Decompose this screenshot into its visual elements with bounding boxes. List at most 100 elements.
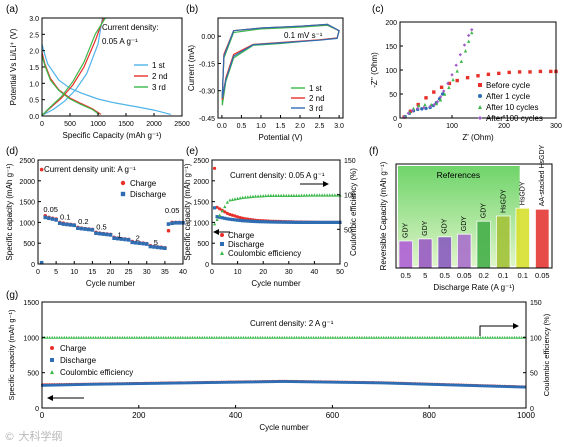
y-tick-label: 1.0 <box>29 81 39 88</box>
data-point <box>261 220 265 224</box>
x-tick-label: 2500 <box>174 121 190 128</box>
data-point <box>372 381 376 385</box>
data-point <box>62 335 66 339</box>
annotation: Current density unit: A g⁻¹ <box>44 165 136 174</box>
data-point <box>203 381 207 385</box>
data-point <box>507 70 511 75</box>
data-point <box>420 107 424 111</box>
data-point <box>326 335 330 339</box>
data-point <box>323 193 327 197</box>
data-point <box>70 383 73 387</box>
data-point <box>438 95 443 99</box>
series-line-3 rd <box>41 55 100 115</box>
data-point <box>450 335 453 339</box>
data-point <box>212 206 217 210</box>
data-point <box>384 381 388 385</box>
x-tick-label: 0 <box>398 123 402 130</box>
data-point <box>358 381 361 385</box>
data-point <box>430 335 434 339</box>
data-point <box>300 380 303 384</box>
x-tick-label: 1000 <box>517 411 535 420</box>
y-axis-label: Specific capacity (mAh g⁻¹) <box>183 163 192 260</box>
data-point <box>101 382 105 386</box>
data-point <box>418 382 422 386</box>
data-point <box>193 381 197 385</box>
data-point <box>362 381 366 385</box>
x-axis-label: Cycle number <box>86 279 136 288</box>
data-point <box>486 384 490 388</box>
legend-swatch <box>478 94 482 98</box>
data-point <box>177 221 182 225</box>
data-point <box>91 382 95 386</box>
data-point <box>236 218 240 222</box>
data-point <box>53 335 56 339</box>
data-point <box>266 335 269 339</box>
data-point <box>336 335 340 339</box>
x-tick-label: 400 <box>229 411 243 420</box>
data-point <box>375 381 378 385</box>
data-point <box>91 335 95 339</box>
data-point <box>283 335 286 339</box>
data-point <box>212 335 216 339</box>
data-point <box>212 381 216 384</box>
data-point <box>198 335 202 339</box>
data-point <box>377 335 381 339</box>
data-point <box>259 220 263 224</box>
data-point <box>268 380 272 384</box>
x-tick-label: 0.5 <box>440 271 450 280</box>
data-point <box>401 335 405 339</box>
data-point <box>367 335 371 339</box>
data-point <box>246 219 250 223</box>
y-tick-label: 150 <box>530 300 542 307</box>
data-point <box>171 335 175 339</box>
data-point <box>84 335 88 339</box>
data-point <box>330 220 334 224</box>
data-point <box>365 381 369 385</box>
data-point <box>292 193 296 197</box>
data-point <box>290 335 294 339</box>
x-tick-label: 0.5 <box>401 271 411 280</box>
series-line-3 rd <box>221 23 340 99</box>
x-tick-label: 40 <box>179 269 187 276</box>
data-point <box>236 215 240 219</box>
y-axis-label: Specific capacity (mAh g⁻¹) <box>7 309 16 401</box>
data-point <box>72 223 77 228</box>
data-point <box>140 335 144 339</box>
data-point <box>47 216 51 221</box>
data-point <box>220 209 224 213</box>
data-point <box>341 380 344 384</box>
data-point <box>458 52 463 57</box>
data-point <box>181 381 185 385</box>
panel-c: (c) 0 100 200 300 0 50 100 150 200 Z' (Ohm) -Z'' (O… <box>370 4 562 142</box>
x-tick-label: 200 <box>132 411 146 420</box>
legend-swatch <box>50 370 54 374</box>
x-tick-label: 2000 <box>146 121 162 128</box>
data-point <box>328 220 332 224</box>
data-point <box>528 70 532 74</box>
data-point <box>137 335 141 339</box>
data-point <box>217 381 221 384</box>
data-point <box>223 204 227 209</box>
bar-label: GDY <box>442 218 449 234</box>
data-point <box>128 335 132 339</box>
data-point <box>425 335 429 339</box>
data-point <box>55 383 59 387</box>
data-point <box>454 383 458 387</box>
bar <box>535 208 550 269</box>
data-point <box>491 384 495 388</box>
x-axis-label: Z' (Ohm) <box>462 133 494 142</box>
data-point <box>424 96 428 100</box>
references-title: References <box>437 170 480 180</box>
data-point <box>133 335 136 339</box>
data-point <box>65 383 69 387</box>
legend-label: 2 nd <box>309 94 325 103</box>
data-point <box>455 78 459 83</box>
y-axis-label: Reversible Capacity (mAh g⁻¹) <box>379 161 388 270</box>
data-point <box>244 335 248 339</box>
legend-label: Charge <box>228 231 255 240</box>
data-point <box>445 335 449 339</box>
data-point <box>304 335 308 339</box>
data-point <box>428 104 432 109</box>
data-point <box>399 382 403 385</box>
data-point <box>307 193 311 197</box>
